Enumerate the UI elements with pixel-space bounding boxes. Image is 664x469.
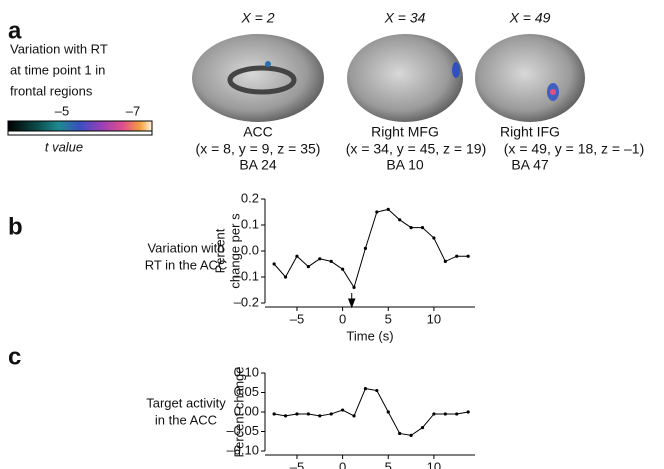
legend-text: frontal regions: [10, 83, 93, 98]
x-tick-label: –5: [290, 311, 304, 326]
panel-label: b: [8, 213, 23, 240]
point: [295, 255, 298, 258]
slice-plane: X = 2: [240, 10, 274, 26]
panel-label: c: [8, 343, 21, 370]
point: [398, 218, 401, 221]
y-tick-label: –0.2: [234, 294, 259, 309]
y-tick-label: 0.1: [241, 216, 259, 231]
x-tick-label: 5: [385, 459, 392, 469]
point: [375, 210, 378, 213]
colorbar-label: t value: [45, 139, 83, 154]
point: [444, 260, 447, 263]
point: [432, 412, 435, 415]
legend-text: Variation with RT: [10, 41, 108, 56]
y-tick-label: –0.05: [226, 423, 259, 438]
line: [274, 389, 468, 436]
coords: (x = 8, y = 9, z = 35): [196, 141, 321, 157]
x-tick-label: –5: [290, 459, 304, 469]
x-tick-label: 10: [427, 311, 441, 326]
colorbar-frame: [8, 131, 152, 135]
colorbar-tick-label: –7: [126, 103, 140, 118]
point: [273, 262, 276, 265]
legend-text: at time point 1 in: [10, 62, 105, 77]
point: [432, 236, 435, 239]
x-tick-label: 5: [385, 311, 392, 326]
brain-slice: [192, 34, 324, 122]
point: [330, 412, 333, 415]
side-label: in the ACC: [155, 412, 217, 427]
area: BA 47: [511, 157, 549, 173]
arrow: [349, 293, 355, 307]
y-tick-label: 0.2: [241, 190, 259, 205]
point: [307, 412, 310, 415]
y-tick-label: 0.00: [234, 403, 259, 418]
region: Right IFG: [500, 124, 560, 140]
x-axis-title: Time (s): [346, 328, 393, 343]
x-tick-label: 0: [339, 459, 346, 469]
y-tick-label: 0.05: [234, 384, 259, 399]
y-tick-label: –0.10: [226, 442, 259, 457]
x-tick-label: 10: [427, 459, 441, 469]
point: [387, 208, 390, 211]
point: [364, 387, 367, 390]
panel-label: a: [8, 17, 22, 44]
point: [352, 414, 355, 417]
point: [341, 408, 344, 411]
point: [284, 275, 287, 278]
point: [421, 226, 424, 229]
point: [341, 268, 344, 271]
point: [364, 247, 367, 250]
point: [467, 410, 470, 413]
point: [467, 255, 470, 258]
area: BA 10: [386, 157, 424, 173]
brain-slice: [475, 34, 585, 122]
point: [409, 434, 412, 437]
figure: a Variation with RT at time point 1 in f…: [0, 0, 664, 469]
area: BA 24: [239, 157, 277, 173]
colorbar: [8, 121, 152, 131]
line: [274, 209, 468, 287]
y-tick-label: 0.0: [241, 242, 259, 257]
coords: (x = 34, y = 45, z = 19): [346, 141, 486, 157]
y-axis-title: Percent: [212, 228, 227, 273]
point: [409, 226, 412, 229]
slice-plane: X = 34: [384, 10, 426, 26]
brain-slice: [347, 34, 463, 122]
point: [375, 389, 378, 392]
coords: (x = 49, y = 18, z = –1): [504, 141, 644, 157]
point: [455, 412, 458, 415]
point: [318, 414, 321, 417]
point: [387, 410, 390, 413]
y-tick-label: 0.10: [234, 364, 259, 379]
point: [421, 426, 424, 429]
point: [455, 255, 458, 258]
point: [352, 286, 355, 289]
point: [444, 412, 447, 415]
region: Right MFG: [371, 124, 439, 140]
point: [398, 432, 401, 435]
point: [318, 257, 321, 260]
colorbar-tick-label: –5: [55, 103, 69, 118]
point: [273, 412, 276, 415]
point: [330, 260, 333, 263]
region: ACC: [243, 124, 273, 140]
point: [307, 265, 310, 268]
point: [284, 414, 287, 417]
side-label: Target activity: [146, 395, 226, 410]
slice-plane: X = 49: [509, 10, 551, 26]
y-tick-label: –0.1: [234, 268, 259, 283]
x-tick-label: 0: [339, 311, 346, 326]
point: [295, 412, 298, 415]
